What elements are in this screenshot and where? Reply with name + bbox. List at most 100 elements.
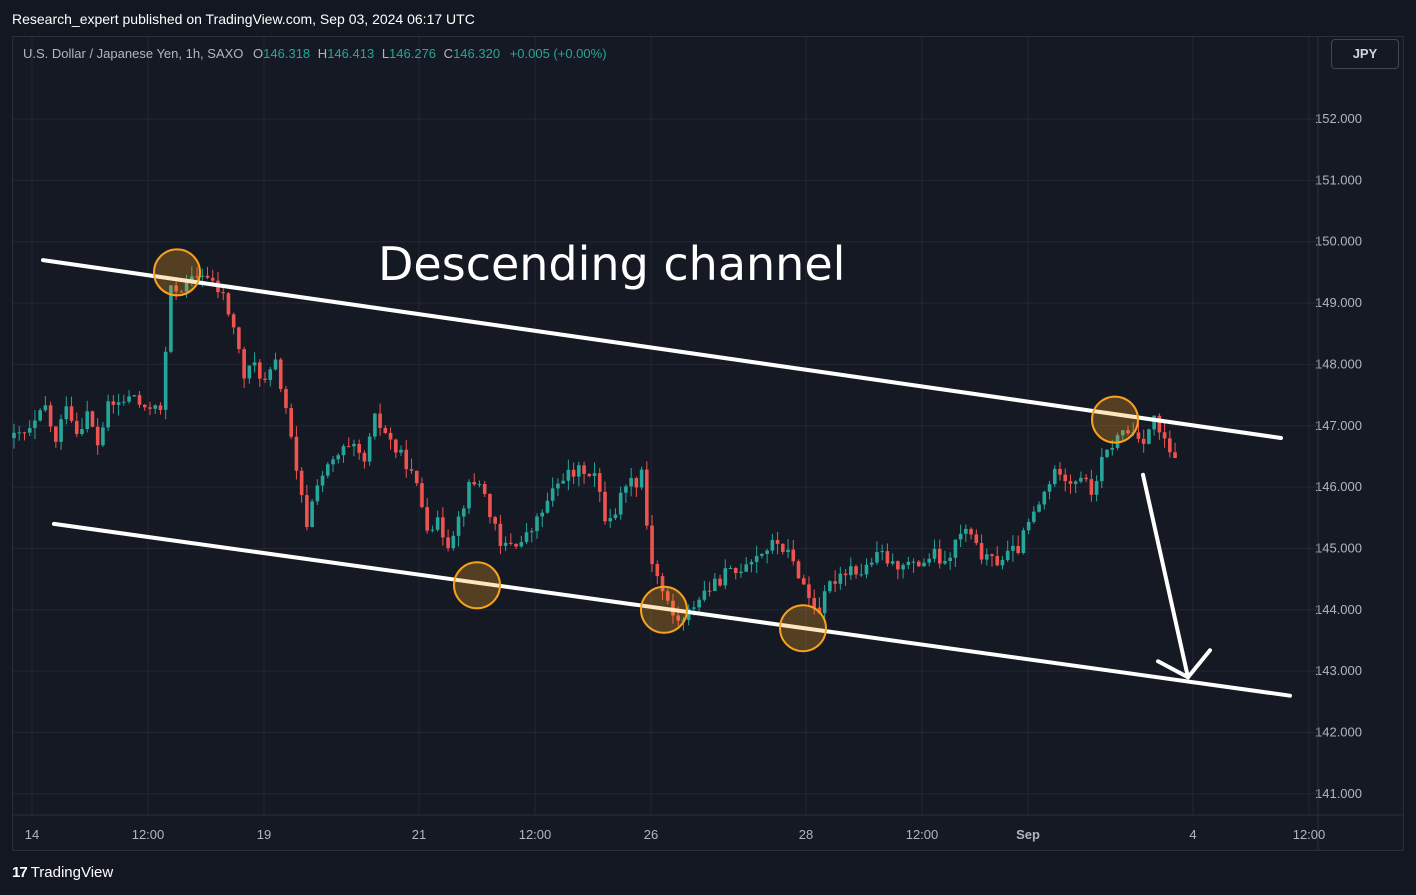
candle-body [320, 475, 325, 486]
candle-body [812, 598, 816, 608]
candle-body [948, 557, 952, 562]
candle-body [346, 446, 351, 448]
candle-body [545, 500, 550, 513]
candle-body [995, 556, 1000, 566]
candle-body [169, 285, 173, 352]
candle-body [315, 485, 320, 502]
candle-body [770, 540, 775, 551]
candle-body [1016, 545, 1020, 554]
time-tick-label: 12:00 [1293, 827, 1326, 842]
currency-button[interactable]: JPY [1331, 39, 1399, 69]
time-tick-label: 14 [25, 827, 39, 842]
candle-body [503, 542, 508, 546]
candle-body [74, 420, 79, 435]
candle-body [1047, 484, 1052, 492]
candle-body [357, 443, 361, 453]
candle-body [749, 562, 754, 565]
candle-body [310, 501, 314, 528]
candle-body [273, 359, 278, 370]
candlestick-series [12, 266, 1177, 631]
candle-body [299, 470, 304, 496]
candle-body [132, 395, 137, 397]
candle-body [916, 561, 921, 567]
candle-body [582, 465, 586, 474]
low-value: 146.276 [389, 46, 437, 61]
candle-body [859, 574, 864, 576]
candle-body [54, 426, 58, 442]
time-tick-label: 21 [412, 827, 426, 842]
time-tick-label: 12:00 [519, 827, 552, 842]
price-tick-label: 143.000 [1315, 663, 1362, 678]
candle-body [1011, 545, 1015, 551]
chart-frame[interactable] [12, 36, 1404, 851]
candle-body [634, 478, 639, 488]
price-tick-label: 145.000 [1315, 540, 1362, 555]
candle-body [80, 429, 84, 435]
candle-body [728, 568, 733, 570]
candle-body [838, 573, 843, 584]
candle-body [603, 491, 607, 522]
tradingview-logo[interactable]: 17 TradingView [12, 864, 113, 881]
price-tick-label: 151.000 [1315, 172, 1362, 187]
candle-body [27, 428, 32, 433]
candle-body [461, 508, 466, 517]
candle-body [294, 436, 299, 471]
tradingview-logo-text: TradingView [30, 864, 114, 881]
candle-body [488, 493, 492, 518]
close-value: 146.320 [453, 46, 501, 61]
candle-body [116, 402, 121, 405]
candle-body [200, 275, 205, 277]
candle-body [1136, 432, 1141, 439]
candle-body [482, 484, 487, 494]
candle-body [524, 532, 529, 543]
candle-body [409, 469, 414, 471]
candle-body [414, 470, 419, 484]
price-tick-label: 146.000 [1315, 479, 1362, 494]
candle-body [38, 410, 42, 421]
high-value: 146.413 [327, 46, 375, 61]
symbol-legend: U.S. Dollar / Japanese Yen, 1h, SAXO O14… [23, 46, 607, 61]
price-tick-label: 144.000 [1315, 602, 1362, 617]
candle-body [990, 554, 994, 557]
candle-body [744, 564, 748, 572]
candle-body [1126, 430, 1130, 434]
time-tick-label: 12:00 [132, 827, 165, 842]
candle-body [284, 389, 288, 409]
candle-body [184, 280, 189, 292]
projection-arrow-head [1156, 648, 1212, 680]
annotation-text: Descending channel [378, 237, 845, 291]
candle-body [69, 406, 74, 421]
publisher-line: Research_expert published on TradingView… [12, 11, 475, 27]
time-tick-label: Sep [1016, 827, 1040, 842]
candle-body [1110, 447, 1115, 450]
candle-body [958, 533, 963, 540]
candle-body [645, 469, 649, 526]
candle-body [733, 568, 738, 574]
candle-body [519, 542, 524, 547]
touch-markers [153, 248, 1139, 653]
projection-arrow-shaft [1141, 472, 1190, 680]
candle-body [388, 432, 393, 440]
candle-body [43, 405, 48, 411]
candle-body [932, 548, 937, 559]
candle-body [822, 591, 827, 614]
candle-body [1037, 504, 1041, 512]
candle-body [739, 571, 743, 574]
time-tick-label: 4 [1189, 827, 1196, 842]
candle-body [399, 449, 403, 453]
candle-body [535, 516, 539, 532]
touch-marker-circle [779, 604, 827, 653]
candle-body [608, 518, 613, 522]
candle-body [1032, 511, 1036, 522]
price-tick-label: 147.000 [1315, 418, 1362, 433]
candle-body [760, 553, 764, 556]
candle-body [472, 481, 477, 485]
candle-body [880, 551, 884, 553]
candle-body [153, 405, 158, 409]
candle-body [456, 516, 461, 536]
candle-body [163, 351, 168, 410]
candle-body [467, 481, 471, 509]
candle-body [336, 455, 341, 460]
candle-body [906, 561, 911, 565]
